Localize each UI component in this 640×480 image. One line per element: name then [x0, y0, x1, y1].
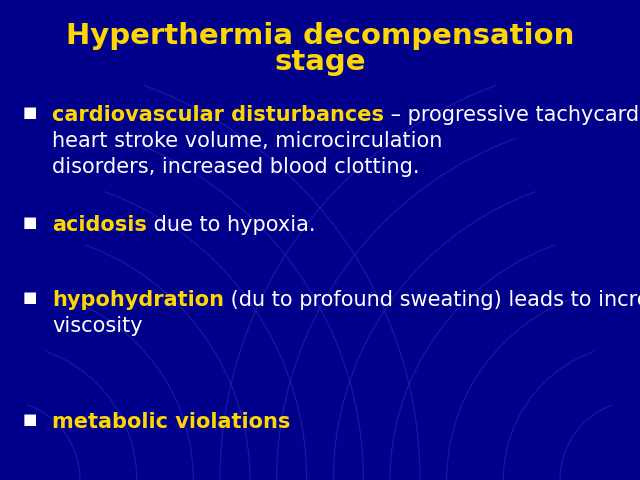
Text: disorders, increased blood clotting.: disorders, increased blood clotting. — [52, 157, 419, 177]
Text: Hyperthermia decompensation: Hyperthermia decompensation — [66, 22, 574, 50]
Text: ■: ■ — [23, 290, 37, 305]
Text: ■: ■ — [23, 215, 37, 230]
Text: metabolic violations: metabolic violations — [52, 412, 291, 432]
Text: due to hypoxia.: due to hypoxia. — [147, 215, 316, 235]
Text: cardiovascular disturbances: cardiovascular disturbances — [52, 105, 384, 125]
Text: heart stroke volume, microcirculation: heart stroke volume, microcirculation — [52, 131, 442, 151]
Text: ■: ■ — [23, 105, 37, 120]
Text: hypohydration: hypohydration — [52, 290, 224, 310]
Text: ■: ■ — [23, 412, 37, 427]
Text: viscosity: viscosity — [52, 316, 143, 336]
Text: – progressive tachycardia, decrease of: – progressive tachycardia, decrease of — [384, 105, 640, 125]
Text: stage: stage — [275, 48, 365, 76]
Text: acidosis: acidosis — [52, 215, 147, 235]
Text: (du to profound sweating) leads to increased blood: (du to profound sweating) leads to incre… — [224, 290, 640, 310]
